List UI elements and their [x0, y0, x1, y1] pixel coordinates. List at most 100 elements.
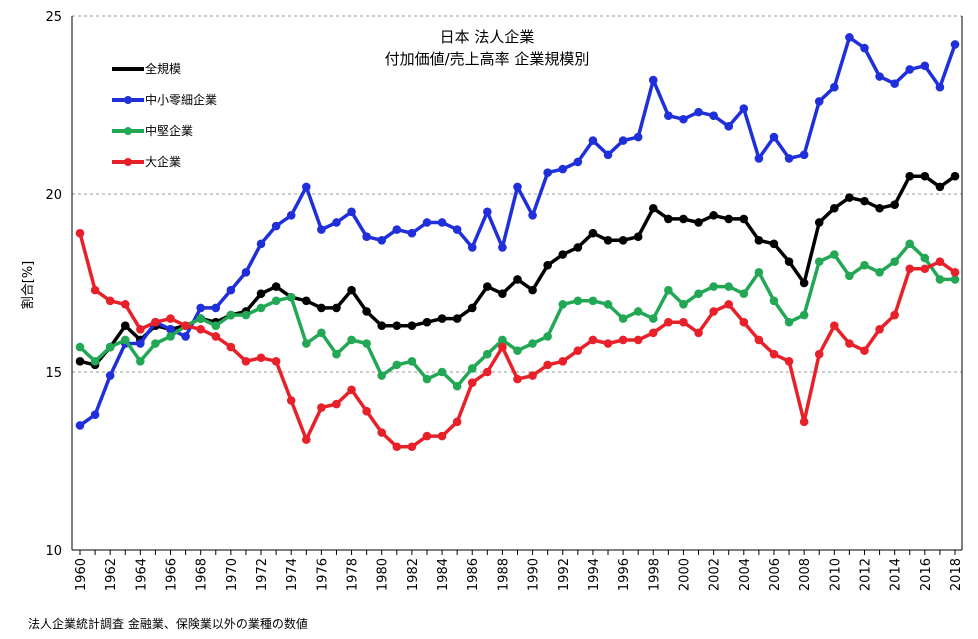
data-point [196, 324, 205, 334]
x-tick-label: 1988 [496, 558, 511, 591]
data-point [935, 257, 945, 266]
x-tick-label: 2010 [828, 558, 843, 591]
x-tick-labels: 1960 1962 1964 1966 1968 1970 1972 1974 1976 1978… [74, 558, 964, 591]
data-point [558, 357, 568, 366]
data-point [286, 292, 296, 302]
data-point [498, 289, 507, 298]
data-point [483, 282, 492, 291]
data-point [181, 332, 190, 341]
data-point [528, 285, 537, 295]
data-point [905, 239, 915, 249]
data-point [618, 314, 628, 323]
data-point [648, 203, 658, 213]
data-point [664, 285, 673, 295]
data-point [875, 268, 884, 277]
data-point [347, 285, 356, 295]
data-point [679, 114, 688, 124]
data-point [226, 285, 236, 295]
y-tick-label: 20 [45, 188, 62, 203]
data-point [799, 310, 809, 320]
data-point [618, 335, 628, 345]
data-point [362, 232, 371, 242]
data-point [271, 296, 281, 306]
data-point [392, 321, 402, 331]
x-tick-label: 1960 [74, 558, 89, 591]
data-point [120, 335, 130, 345]
data-point [256, 239, 266, 249]
data-point [558, 164, 568, 174]
data-point [422, 218, 432, 227]
data-point [362, 307, 371, 316]
data-point [769, 132, 779, 142]
data-point [241, 268, 251, 277]
data-point [724, 282, 734, 291]
data-point [694, 289, 703, 298]
data-point [437, 314, 447, 323]
data-point [603, 339, 613, 348]
data-point [845, 339, 854, 348]
x-tick-label: 1992 [557, 558, 572, 591]
series-lines [75, 33, 960, 452]
data-point [920, 264, 930, 274]
legend-marker [124, 158, 132, 166]
data-point [860, 346, 869, 355]
data-point [739, 104, 749, 113]
data-point [271, 221, 281, 231]
data-point [136, 324, 145, 334]
data-point [347, 335, 356, 345]
data-point [814, 257, 824, 266]
data-point [648, 314, 658, 323]
data-point [332, 399, 341, 409]
data-point [452, 225, 462, 234]
data-point [422, 431, 432, 441]
data-point [407, 228, 417, 238]
data-point [845, 193, 854, 202]
data-point [301, 182, 311, 192]
x-tick-label: 1998 [647, 558, 662, 591]
data-point [317, 303, 326, 313]
data-point [75, 342, 85, 352]
data-point [120, 321, 130, 331]
chart-subtitle: 付加価値/売上高率 企業規模別 [385, 50, 590, 68]
data-point [347, 385, 356, 395]
data-point [648, 75, 658, 85]
data-point [528, 339, 537, 348]
data-point [875, 324, 884, 334]
data-point [286, 396, 296, 405]
data-point [845, 271, 854, 281]
data-point [513, 346, 522, 355]
series-line [78, 232, 957, 449]
data-point [664, 317, 673, 327]
data-point [332, 218, 341, 227]
legend-marker [124, 96, 132, 104]
series-line [78, 242, 955, 388]
data-point [90, 357, 100, 366]
data-point [166, 324, 175, 334]
data-point [513, 374, 522, 384]
y-tick-label: 10 [45, 544, 62, 559]
data-point [301, 435, 311, 444]
data-point [452, 381, 462, 391]
data-point [875, 203, 884, 213]
data-point [377, 371, 387, 380]
data-point [422, 374, 432, 384]
data-point [392, 360, 402, 370]
data-point [709, 211, 718, 220]
data-point [543, 360, 552, 370]
data-point [105, 371, 115, 380]
data-point [920, 61, 930, 71]
data-point [860, 260, 869, 270]
data-point [664, 214, 673, 224]
data-point [136, 339, 145, 348]
data-point [573, 346, 583, 355]
data-point [709, 307, 718, 316]
data-point [890, 257, 899, 266]
data-point [830, 203, 839, 213]
data-point [377, 235, 387, 245]
data-point [633, 232, 643, 242]
data-point [286, 211, 296, 220]
data-point [633, 132, 643, 142]
data-point [467, 378, 477, 387]
x-tick-label: 2014 [889, 558, 904, 591]
